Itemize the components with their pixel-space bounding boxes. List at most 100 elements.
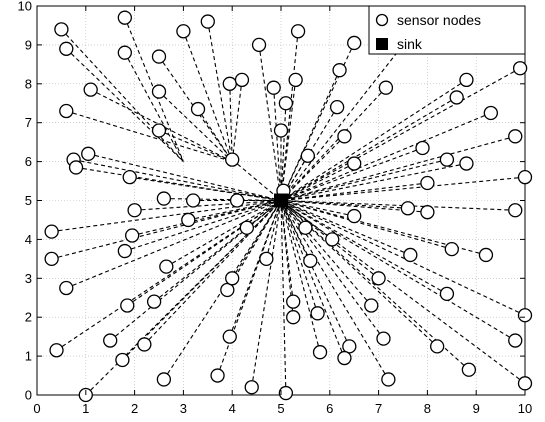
- sensor-node: [226, 272, 239, 285]
- sensor-node: [70, 161, 83, 174]
- sensor-node: [231, 194, 244, 207]
- sensor-node: [519, 171, 532, 184]
- sensor-node: [519, 309, 532, 322]
- sensor-node: [235, 73, 248, 86]
- sensor-node: [289, 73, 302, 86]
- sensor-node: [292, 25, 305, 38]
- sensor-node: [177, 25, 190, 38]
- sensor-node: [450, 91, 463, 104]
- sensor-node: [45, 225, 58, 238]
- sensor-node: [245, 381, 258, 394]
- sensor-node: [118, 11, 131, 24]
- sensor-node: [123, 171, 136, 184]
- connection-line: [208, 22, 232, 162]
- legend-sink-label: sink: [397, 36, 423, 52]
- x-tick-label: 10: [518, 401, 532, 416]
- y-tick-label: 8: [25, 76, 32, 91]
- sensor-node: [118, 46, 131, 59]
- sensor-node: [365, 299, 378, 312]
- sensor-node: [153, 124, 166, 137]
- sensor-node: [226, 153, 239, 166]
- sensor-node: [301, 149, 314, 162]
- sensor-node: [118, 245, 131, 258]
- sensor-node: [279, 97, 292, 110]
- sensor-node: [509, 204, 522, 217]
- sensor-node: [445, 243, 458, 256]
- sensor-node: [431, 340, 444, 353]
- legend-sink-marker: [376, 38, 388, 50]
- connection-line: [281, 68, 520, 200]
- connection-line: [66, 49, 183, 162]
- sensor-node: [382, 373, 395, 386]
- sensor-node: [421, 176, 434, 189]
- sensor-node: [153, 85, 166, 98]
- sensor-node: [240, 221, 253, 234]
- sensor-node: [440, 287, 453, 300]
- sensor-node: [333, 64, 346, 77]
- sensor-node: [287, 295, 300, 308]
- sensor-node: [104, 334, 117, 347]
- sensor-node: [116, 353, 129, 366]
- connection-line: [74, 160, 281, 201]
- sensor-node: [153, 50, 166, 63]
- connection-line: [281, 201, 388, 380]
- legend-sensor-marker: [377, 15, 388, 26]
- x-tick-label: 5: [277, 401, 284, 416]
- sensor-node: [372, 272, 385, 285]
- sensor-node: [509, 334, 522, 347]
- sensor-node: [338, 130, 351, 143]
- sensor-node: [509, 130, 522, 143]
- sensor-node: [45, 252, 58, 265]
- sensor-node: [304, 254, 317, 267]
- sensor-node: [211, 369, 224, 382]
- connection-line: [183, 31, 232, 161]
- connection-line: [232, 80, 242, 162]
- sensor-node: [514, 62, 527, 75]
- sensor-node: [484, 106, 497, 119]
- x-tick-label: 0: [33, 401, 40, 416]
- connection-line: [159, 92, 232, 162]
- y-tick-label: 5: [25, 193, 32, 208]
- sensor-node: [82, 147, 95, 160]
- y-tick-label: 6: [25, 154, 32, 169]
- x-tick-label: 1: [82, 401, 89, 416]
- sensor-node: [128, 204, 141, 217]
- sensor-node: [421, 206, 434, 219]
- y-tick-label: 10: [18, 0, 32, 14]
- sensor-node: [182, 213, 195, 226]
- y-tick-label: 7: [25, 115, 32, 130]
- sensor-node: [187, 194, 200, 207]
- sensor-node: [192, 103, 205, 116]
- sensor-node: [331, 101, 344, 114]
- sensor-node: [401, 202, 414, 215]
- sensor-node: [460, 157, 473, 170]
- connection-line: [281, 136, 515, 200]
- connection-line: [281, 201, 286, 394]
- x-tick-label: 6: [326, 401, 333, 416]
- sensor-node: [460, 73, 473, 86]
- sensor-node: [314, 346, 327, 359]
- sensor-node: [440, 153, 453, 166]
- sensor-node: [348, 157, 361, 170]
- sensor-node: [416, 141, 429, 154]
- y-tick-label: 3: [25, 271, 32, 286]
- connection-line: [281, 201, 349, 347]
- sink-marker-group: [274, 194, 288, 208]
- x-tick-label: 4: [229, 401, 236, 416]
- sensor-node: [160, 260, 173, 273]
- sensor-node: [138, 338, 151, 351]
- sensor-node: [275, 124, 288, 137]
- sensor-node: [201, 15, 214, 28]
- sensor-node: [121, 299, 134, 312]
- sensor-node: [348, 36, 361, 49]
- sensor-node: [267, 81, 280, 94]
- sensor-node: [326, 233, 339, 246]
- sensor-node: [404, 248, 417, 261]
- x-tick-label: 9: [473, 401, 480, 416]
- sensor-node: [60, 42, 73, 55]
- connection-line: [88, 154, 281, 201]
- connection-line: [281, 201, 515, 211]
- sensor-node: [338, 352, 351, 365]
- x-tick-label: 8: [424, 401, 431, 416]
- sensor-node: [348, 210, 361, 223]
